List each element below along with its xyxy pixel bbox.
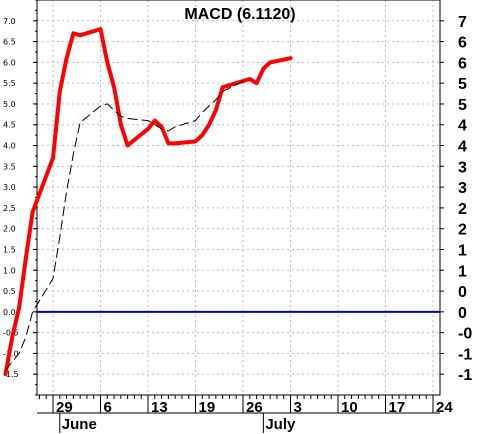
right-tick-label: 3 [458,180,467,197]
x-tick-label: 24 [436,399,453,416]
x-axis: 29 6 13 19 26 3 10 17 24 June July [37,395,453,433]
right-tick-label: -1 [458,367,472,384]
right-tick-label: 6 [458,55,467,72]
x-tick-label: 29 [56,399,73,416]
right-tick-label: 0 [458,305,467,322]
right-tick-label: 4 [458,139,467,156]
x-tick-label: 10 [341,399,358,416]
x-tick-label: 13 [151,399,168,416]
plot-frame [36,0,441,396]
right-y-axis: 7 6 6 5 5 4 4 3 3 2 2 1 1 0 0 -0 -1 -1 [440,14,472,384]
grid-lines [37,0,440,395]
left-tick-label: 3.0 [3,183,16,192]
left-tick-label: 6.5 [3,38,16,47]
x-tick-label: 17 [389,399,406,416]
right-tick-label: 1 [458,242,467,259]
left-tick-label: 4.0 [3,142,16,151]
month-label: June [62,416,97,433]
left-tick-label: -0.5 [3,329,19,338]
left-tick-label: 1.5 [3,245,16,254]
right-tick-label: 2 [458,201,467,218]
right-tick-label: 5 [458,97,467,114]
chart-title: MACD (6.1120) [184,6,295,23]
right-tick-label: 1 [458,263,467,280]
month-label: July [265,416,296,433]
right-tick-label: 5 [458,76,467,93]
left-y-axis: 7.0 6.5 6.0 5.5 5.0 4.5 4.0 3.5 3.0 2.5 2.0 1.5 1.0 0… [3,0,37,396]
right-tick-label: 3 [458,159,467,176]
series-layer [3,27,293,377]
right-tick-label: 0 [458,284,467,301]
left-tick-label: 1.0 [3,266,16,275]
left-tick-label: 3.5 [3,162,16,171]
right-tick-label: -1 [458,346,472,363]
right-tick-label: -0 [458,326,472,343]
x-tick-label: 3 [294,399,302,416]
left-tick-label: 0.5 [3,287,16,296]
right-tick-label: 2 [458,222,467,239]
left-tick-label: 5.0 [3,100,16,109]
right-tick-label: 6 [458,35,467,52]
x-tick-label: 19 [199,399,216,416]
signal-line [5,80,244,371]
left-tick-label: -1.5 [3,370,19,379]
right-tick-label: 7 [458,14,467,31]
left-tick-label: 6.0 [3,58,16,67]
left-tick-label: 2.5 [3,204,16,213]
right-tick-label: 4 [458,118,467,135]
left-tick-label: 0.0 [3,308,16,317]
x-tick-label: 26 [246,399,263,416]
left-tick-label: 7.0 [3,17,16,26]
x-tick-label: 6 [104,399,112,416]
left-tick-label: 2.0 [3,225,16,234]
left-tick-label: 4.5 [3,121,16,130]
left-tick-label: 5.5 [3,79,16,88]
